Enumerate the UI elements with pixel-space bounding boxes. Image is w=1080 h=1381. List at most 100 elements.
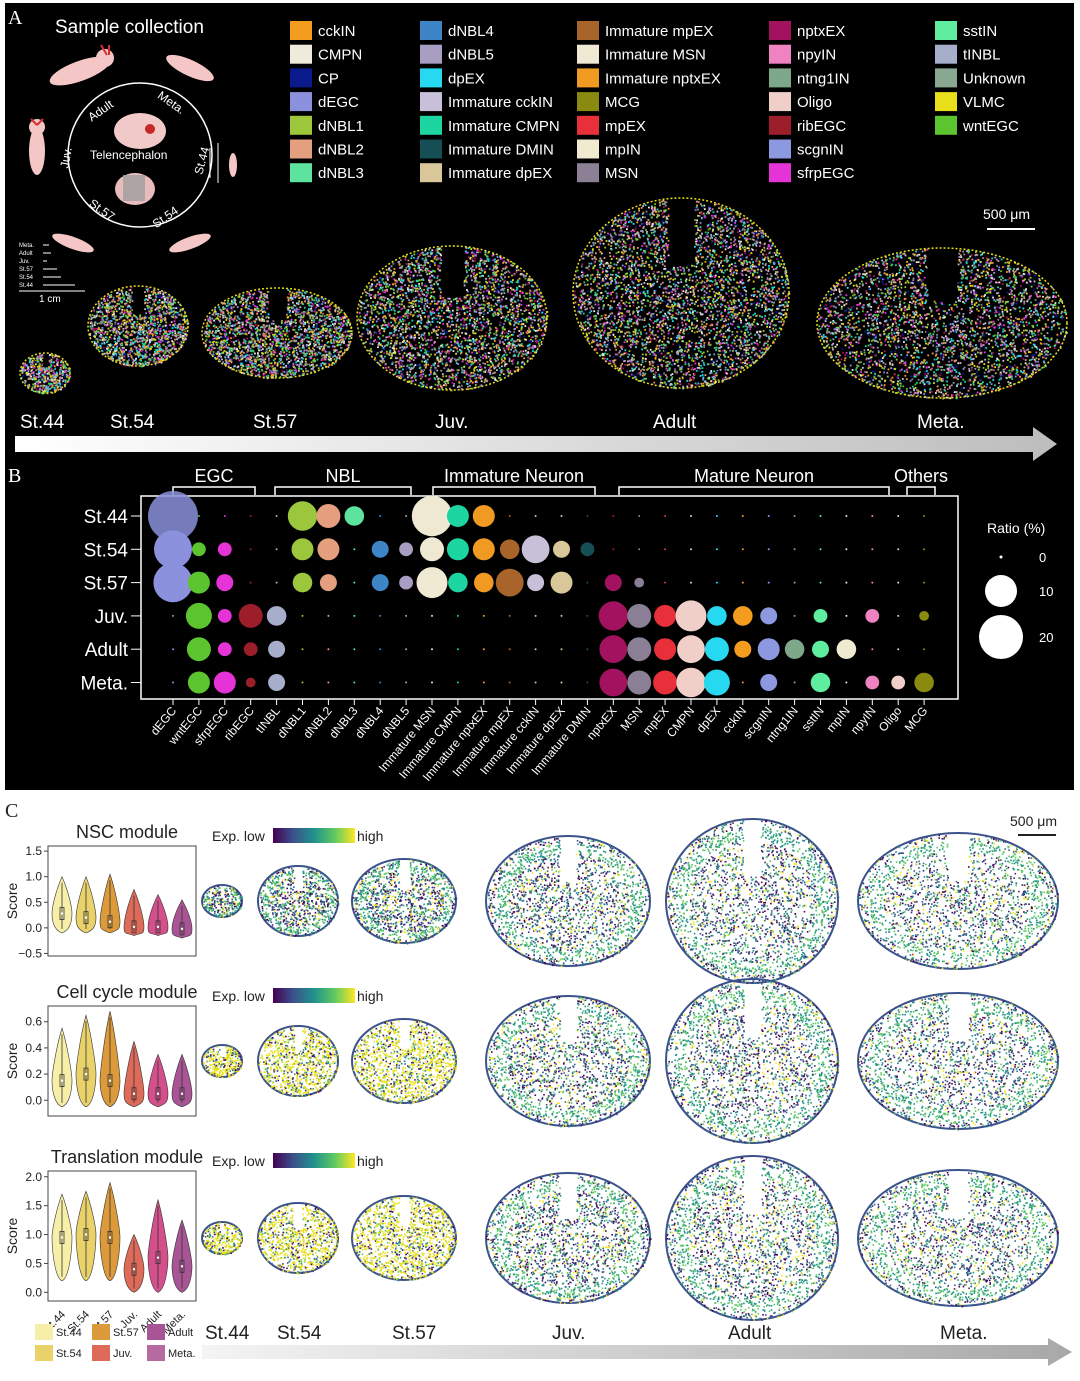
dot-3-25 [813, 609, 828, 623]
legend-swatch-21 [769, 21, 791, 40]
dot-1-2 [217, 542, 232, 557]
dot-4-27 [871, 648, 874, 651]
dot-2-5 [292, 572, 313, 593]
legend-swatch-14 [577, 21, 599, 40]
dot-2-10 [416, 567, 448, 599]
dot-1-26 [845, 548, 848, 551]
dot-3-11 [456, 614, 459, 617]
dot-0-29 [923, 515, 926, 517]
legend-swatch-17 [577, 92, 599, 112]
panel-a-letter: A [8, 7, 22, 30]
dot-4-7 [353, 648, 356, 651]
dot-5-2 [213, 671, 236, 694]
exp-high-label-2: high [357, 1153, 383, 1169]
dot-3-3 [238, 603, 263, 628]
panel-b: B EGC NBL Immature Neuron Mature Neuron Othe… [5, 465, 1074, 790]
group-bracket-0 [172, 486, 256, 495]
dot-2-22 [741, 581, 744, 584]
legend-swatch-30 [935, 68, 957, 88]
legend-swatch-13 [420, 163, 442, 183]
dotplot-col-label-20: CMPN [664, 704, 697, 740]
dot-5-26 [845, 681, 848, 684]
brain-st54 [87, 285, 190, 368]
ytick-0-0: 1.5 [25, 844, 42, 858]
dot-4-5 [301, 648, 304, 651]
dot-0-1 [197, 515, 200, 517]
group-label-1: NBL [325, 466, 360, 486]
dot-0-5 [287, 501, 318, 531]
dot-1-5 [291, 538, 314, 561]
legend-swatch-12 [420, 139, 442, 159]
legend-label-6: dNBL3 [318, 165, 364, 182]
stage-label-c-2: St.57 [392, 1323, 436, 1344]
brain-meta [816, 247, 1068, 400]
dot-3-26 [845, 614, 848, 617]
sample-collection-title: Sample collection [55, 17, 204, 38]
dot-1-15 [553, 540, 570, 558]
dot-5-0 [172, 681, 174, 684]
exp-colorbar-0 [273, 828, 355, 843]
dotplot-row-label-3: Juv. [95, 607, 128, 628]
ytick-1-3: 0.0 [25, 1093, 42, 1107]
legend-label-29: tINBL [963, 47, 1001, 64]
dot-3-21 [707, 606, 727, 626]
ytick-2-0: 2.0 [25, 1170, 42, 1184]
ratio-legend-title: Ratio (%) [987, 520, 1045, 536]
dot-0-23 [767, 515, 770, 517]
svg-text:St.54: St.54 [19, 275, 34, 281]
stage-legend-label-4: Adult [168, 1327, 193, 1339]
panel-b-letter: B [8, 465, 21, 488]
legend-label-0: cckIN [318, 23, 356, 40]
dot-2-11 [448, 572, 468, 593]
dot-3-9 [405, 614, 408, 617]
legend-swatch-2 [290, 68, 312, 88]
legend-swatch-5 [290, 139, 312, 159]
dot-0-12 [472, 505, 495, 527]
legend-label-15: Immature MSN [605, 47, 706, 64]
dot-3-19 [654, 604, 677, 627]
legend-swatch-27 [769, 163, 791, 183]
dot-1-28 [897, 548, 900, 551]
legend-label-3: dEGC [318, 94, 359, 111]
module-title-1: Cell cycle module [56, 982, 197, 1002]
dot-2-2 [216, 574, 234, 592]
stage-legend-swatch-5 [147, 1345, 165, 1361]
stage-legend-swatch-4 [147, 1324, 165, 1340]
dot-3-8 [379, 614, 382, 617]
spatial-map-0-5 [857, 832, 1059, 970]
dot-1-6 [317, 538, 340, 561]
dot-5-24 [793, 681, 796, 684]
svg-text:St.57: St.57 [19, 267, 34, 273]
spatial-map-2-2 [351, 1195, 458, 1282]
legend-swatch-11 [420, 115, 442, 135]
module-0: NSC module 1.5 1.0 0.5 0.0 −0.5 Score Exp. low h… [4, 818, 1059, 985]
legend-label-11: Immature CMPN [448, 118, 560, 135]
spatial-map-2-4 [665, 1155, 839, 1321]
group-label-4: Others [894, 466, 948, 486]
panel-a-figure: Sample collection Adult Meta. Juv. St.44… [15, 17, 1068, 461]
circle-label-st44: St.44 [191, 145, 212, 176]
dot-3-1 [185, 602, 212, 629]
dot-5-8 [379, 681, 382, 684]
dot-3-13 [508, 614, 511, 617]
stage-legend-swatch-0 [35, 1324, 53, 1340]
dot-0-9 [405, 515, 408, 517]
circle-label-juv: Juv. [57, 146, 74, 169]
dot-4-1 [186, 637, 211, 662]
dotplot-row-label-4: Adult [85, 640, 129, 661]
dot-1-9 [399, 542, 413, 557]
dot-1-22 [741, 548, 744, 551]
dot-1-23 [767, 548, 770, 551]
stage-label-a-4: Adult [653, 412, 697, 433]
dot-1-27 [871, 548, 874, 551]
legend-swatch-0 [290, 21, 312, 40]
dot-4-21 [704, 637, 729, 662]
legend-label-18: mpEX [605, 118, 646, 135]
stage-legend-label-3: Juv. [113, 1348, 132, 1360]
legend-swatch-3 [290, 92, 312, 112]
axolotl-gill-icons [30, 44, 110, 126]
stage-label-a-5: Meta. [917, 412, 965, 433]
dot-5-12 [482, 681, 485, 684]
ylabel-2: Score [4, 1218, 20, 1255]
dot-5-9 [405, 681, 408, 684]
